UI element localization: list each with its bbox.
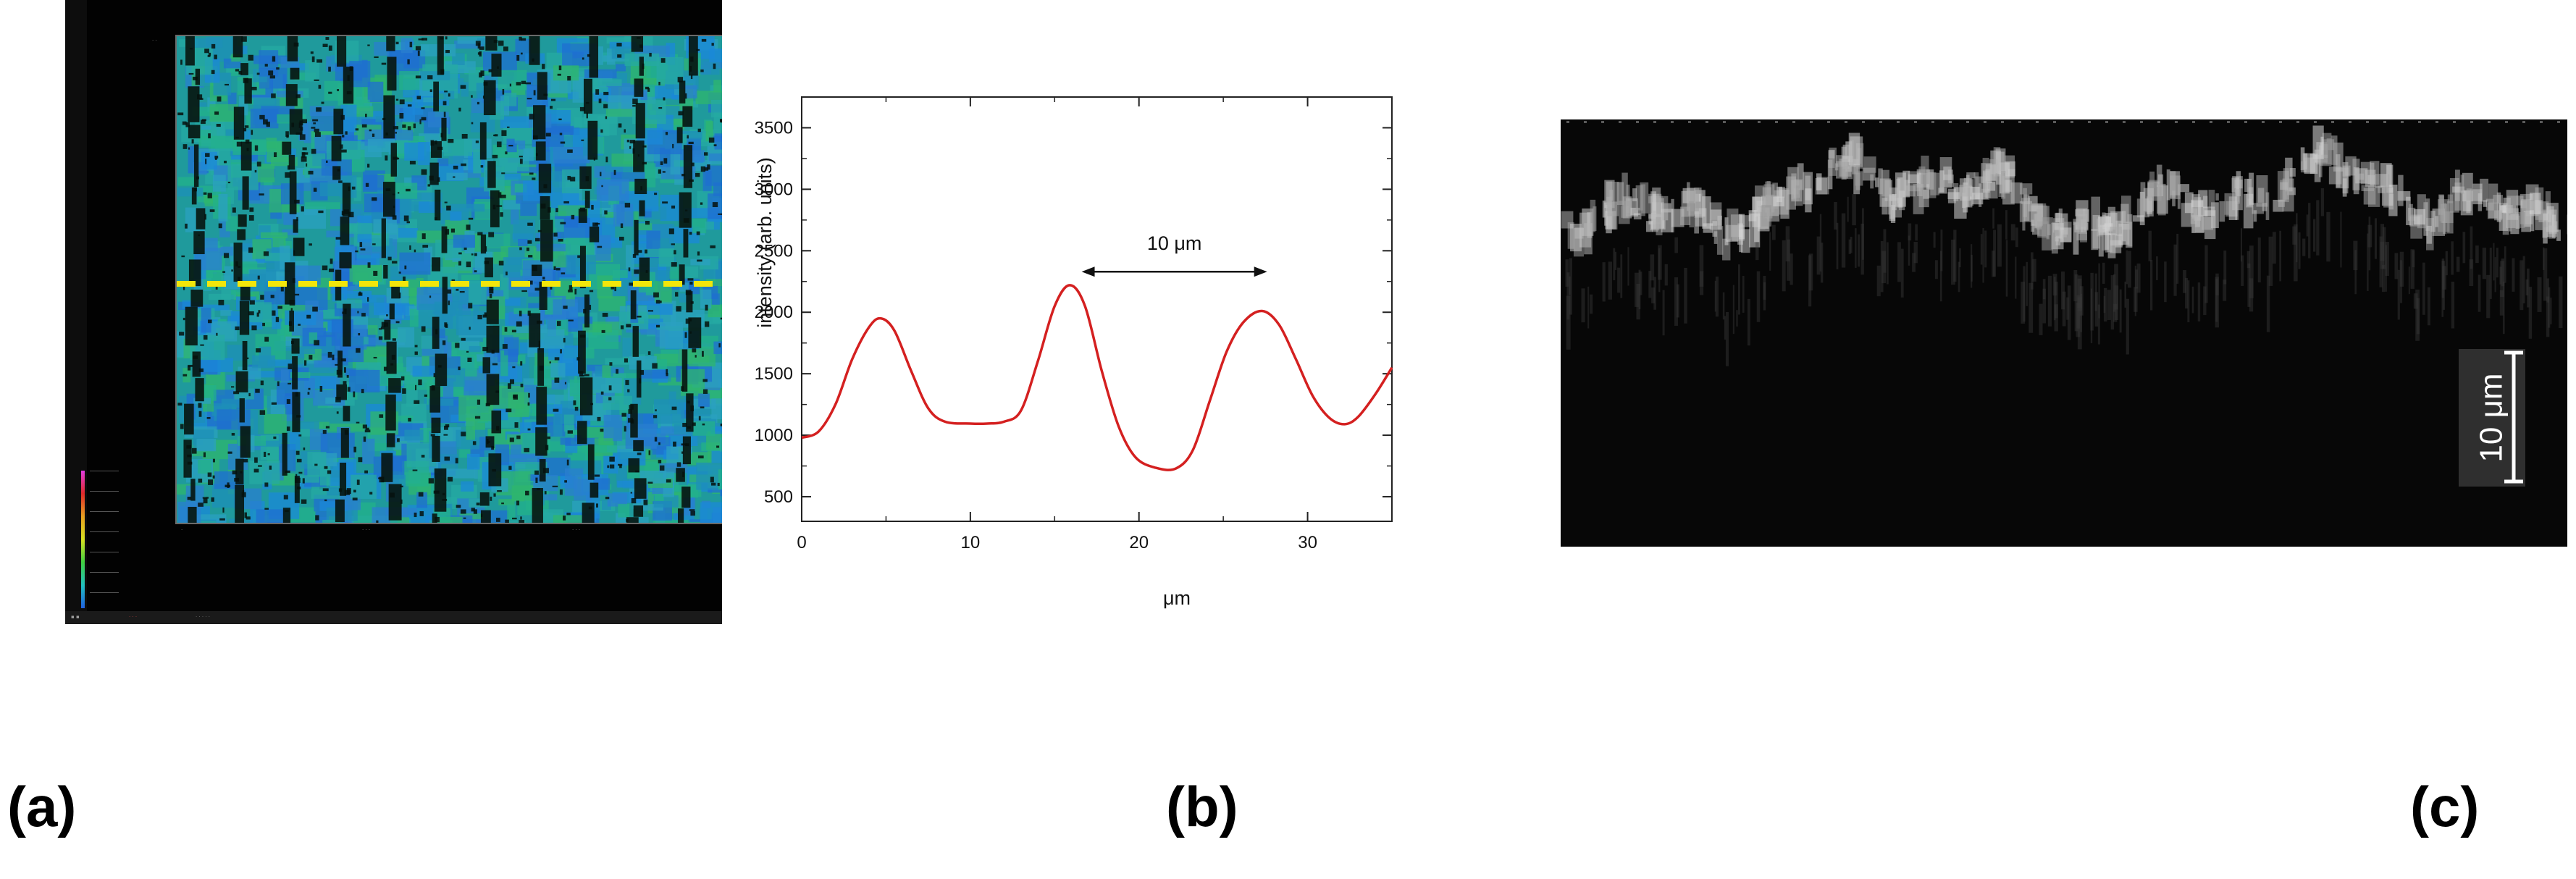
viewer-status-bar: ▪ ▪ · · · · · · · · <box>65 611 722 624</box>
subfigure-label-c: (c) <box>2410 775 2480 838</box>
micrograph-frame <box>175 35 722 524</box>
y-tick-label: 1000 <box>755 426 793 445</box>
x-tick-label: 0 <box>797 533 806 552</box>
x-tick-label: 30 <box>1298 533 1317 552</box>
y-tick-label: 3500 <box>755 118 793 138</box>
colorbar-tick-labels <box>90 471 119 608</box>
scale-bar-label-wrap: 10 μm <box>2459 349 2525 487</box>
y-tick-label: 1500 <box>755 364 793 384</box>
height-map-image <box>177 36 722 523</box>
subfigure-label-a: (a) <box>7 775 77 838</box>
spacing-annotation: 10 μm <box>1147 232 1202 254</box>
intensity-profile-chart: intensity (arb. units) μm 0 10 20 30 500 1000… <box>754 96 1393 609</box>
y-axis-label: intensity (arb. units) <box>754 157 776 328</box>
x-axis-label: μm <box>1163 587 1191 609</box>
x-tick-label: 20 <box>1129 533 1149 552</box>
y-tick-label: 2500 <box>755 241 793 261</box>
panel-a-micrograph: · · · · · · · · · · · · · · · · · ▪ ▪ · … <box>65 0 722 624</box>
intensity-series-line <box>801 284 1393 471</box>
panel-b-line-profile-chart: intensity (arb. units) μm 0 10 20 30 500 1000… <box>739 43 1543 623</box>
subfigure-label-b: (b) <box>1166 775 1238 838</box>
x-tick-label: 10 <box>961 533 981 552</box>
y-tick-label: 3000 <box>755 180 793 199</box>
depth-colorbar <box>81 471 85 608</box>
cross-section-image <box>1561 121 2567 366</box>
spacing-arrow <box>1081 266 1267 277</box>
y-tick-label: 2000 <box>755 303 793 322</box>
plot-frame <box>801 96 1393 522</box>
scale-bar-label: 10 μm <box>2474 373 2510 463</box>
scale-bar <box>2504 350 2523 484</box>
panel-c-cross-section: 10 μm <box>1561 119 2567 547</box>
y-tick-label: 500 <box>764 487 793 507</box>
